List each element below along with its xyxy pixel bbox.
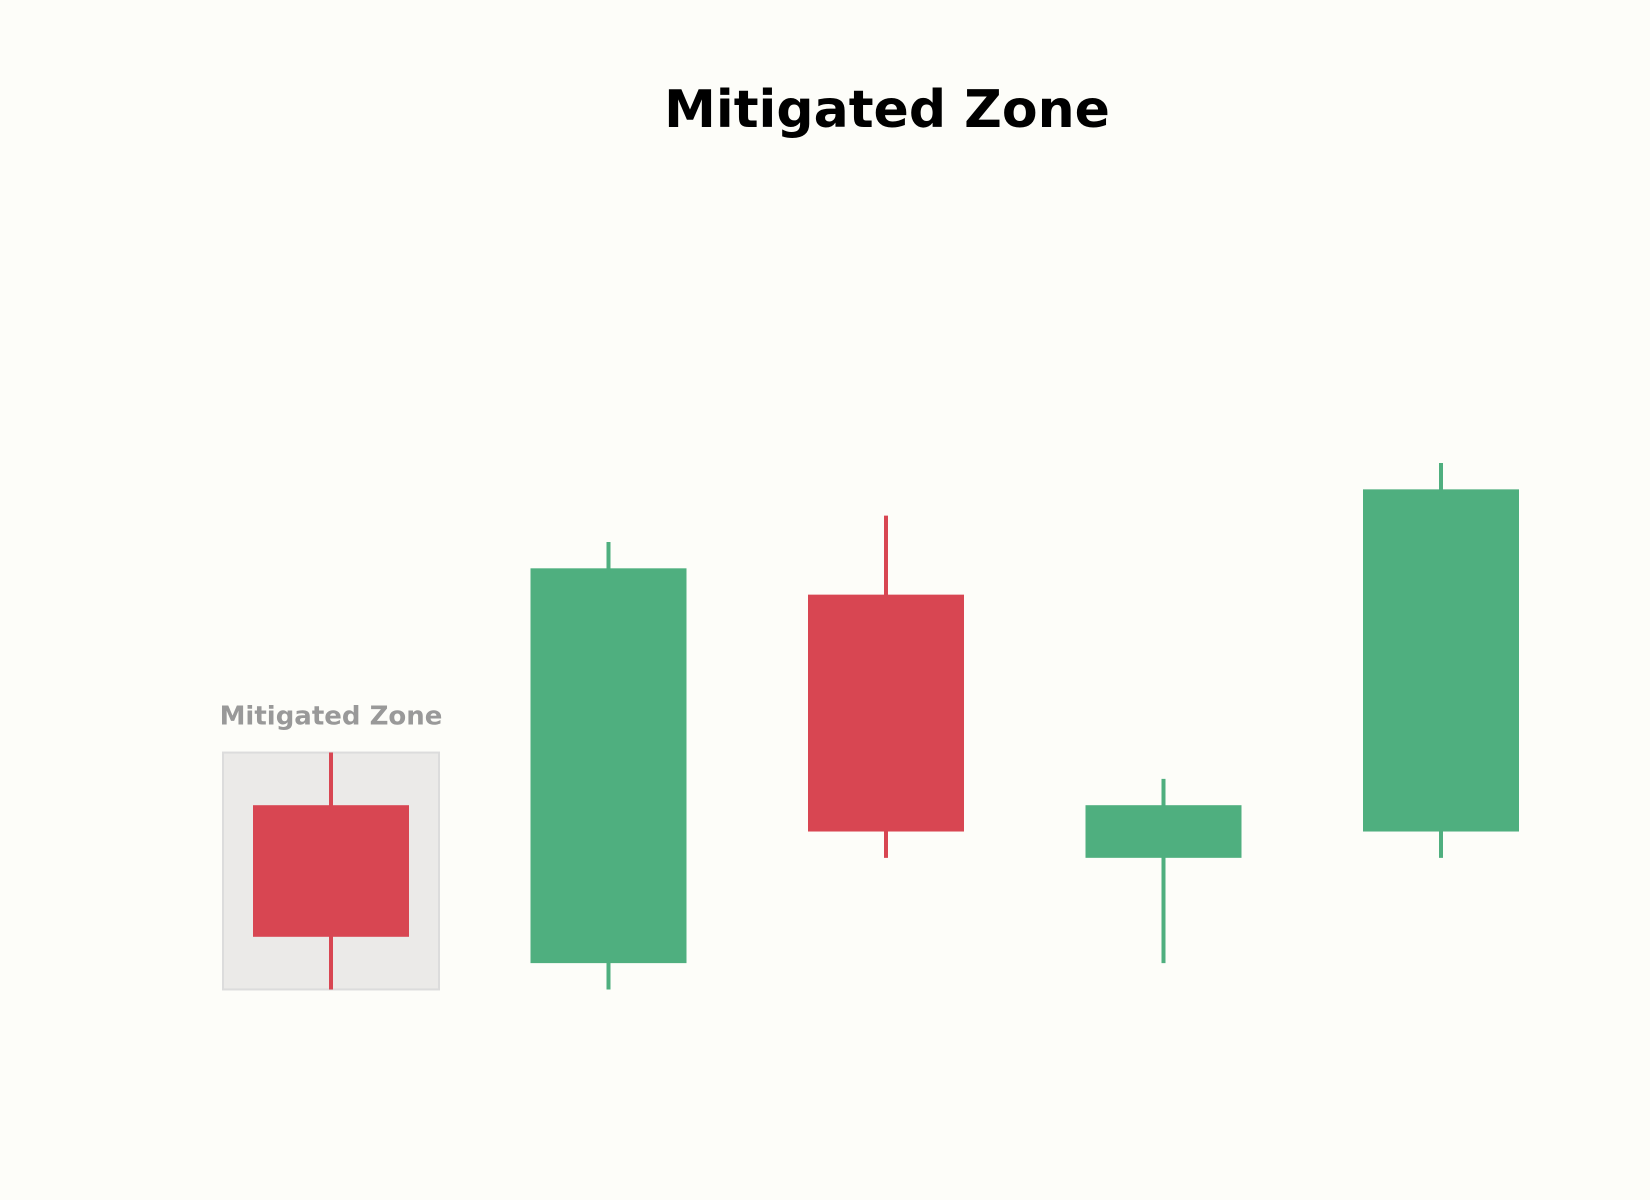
bearish-candle-body: [253, 805, 409, 937]
chart-title: Mitigated Zone: [664, 80, 1110, 140]
bullish-candle-body: [1363, 489, 1519, 832]
bullish-candle-body: [1085, 805, 1242, 858]
candle-2: [530, 542, 687, 990]
candle-5: [1363, 463, 1519, 858]
candle-3: [808, 515, 964, 858]
bearish-candle-body: [808, 594, 964, 832]
zone-label: Mitigated Zone: [220, 702, 443, 732]
bullish-candle-body: [530, 568, 687, 964]
candle-1: [253, 752, 409, 990]
candle-layer: [253, 463, 1519, 990]
candle-4: [1085, 778, 1242, 964]
